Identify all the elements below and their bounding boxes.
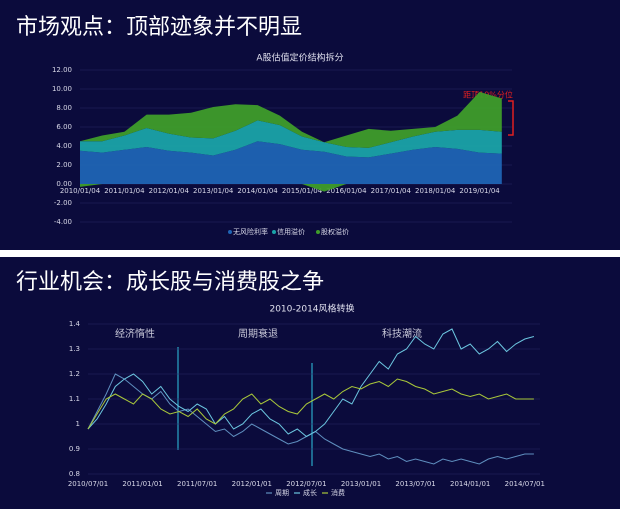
x-tick-label: 2014/07/01	[505, 480, 545, 488]
line	[87, 378, 534, 430]
legend-swatch	[316, 230, 320, 234]
x-tick-label: 2018/01/04	[415, 187, 456, 195]
y-tick-label: 1.3	[69, 345, 80, 353]
slide-heading: 行业机会：成长股与消费股之争	[16, 270, 324, 295]
chart-title: 2010-2014风格转换	[269, 303, 354, 315]
x-tick-label: 2017/01/04	[371, 187, 412, 195]
x-tick-label: 2012/01/04	[149, 187, 190, 195]
y-tick-label: 12.00	[52, 66, 72, 74]
slide-heading: 市场观点：顶部迹象并不明显	[16, 15, 302, 40]
y-tick-label: 1.1	[69, 395, 80, 403]
x-tick-label: 2011/01/04	[104, 187, 145, 195]
panel-background	[0, 0, 620, 250]
x-tick-label: 2010/01/04	[60, 187, 101, 195]
x-tick-label: 2015/01/04	[282, 187, 323, 195]
area	[80, 141, 502, 184]
legend-label: 消费	[331, 488, 345, 497]
y-tick-label: -2.00	[54, 199, 72, 207]
y-tick-label: 10.00	[52, 85, 72, 93]
y-tick-label: 1	[76, 420, 80, 428]
area	[80, 120, 502, 158]
x-tick-label: 2016/01/04	[326, 187, 367, 195]
legend-label: 信用溢价	[277, 227, 305, 236]
x-tick-label: 2012/01/01	[232, 480, 272, 488]
x-tick-label: 2019/01/04	[459, 187, 500, 195]
legend-label: 股权溢价	[321, 227, 349, 236]
y-tick-label: 1.2	[69, 370, 80, 378]
x-tick-label: 2013/01/01	[341, 480, 381, 488]
annotation: 经济惰性	[115, 327, 155, 340]
area	[80, 91, 502, 192]
legend-label: 无风险利率	[233, 227, 268, 236]
y-tick-label: 1.4	[69, 320, 81, 328]
y-tick-label: 8.00	[56, 104, 72, 112]
y-tick-label: 2.00	[56, 161, 72, 169]
y-tick-label: 4.00	[56, 142, 72, 150]
y-tick-label: 0.9	[69, 445, 80, 453]
x-tick-label: 2011/01/01	[122, 480, 162, 488]
x-tick-label: 2014/01/04	[237, 187, 278, 195]
y-tick-label: 0.8	[69, 470, 80, 478]
x-tick-label: 2013/07/01	[395, 480, 435, 488]
annotation: 科技潮流	[382, 327, 422, 340]
x-tick-label: 2013/01/04	[193, 187, 234, 195]
x-tick-label: 2012/07/01	[286, 480, 326, 488]
chart-title: A股估值定价结构拆分	[256, 52, 343, 64]
y-tick-label: 0.00	[56, 180, 72, 188]
legend-label: 周期	[275, 489, 289, 497]
annotation: 周期衰退	[238, 327, 278, 340]
legend-label: 成长	[303, 488, 317, 497]
line	[87, 328, 535, 438]
legend-swatch	[228, 230, 232, 234]
legend-swatch	[272, 230, 276, 234]
x-tick-label: 2011/07/01	[177, 480, 217, 488]
x-tick-label: 2014/01/01	[450, 480, 490, 488]
bracket	[508, 100, 514, 136]
x-tick-label: 2010/07/01	[68, 480, 108, 488]
y-tick-label: -4.00	[54, 218, 72, 226]
y-tick-label: 6.00	[56, 123, 72, 131]
panel-background	[0, 257, 620, 509]
